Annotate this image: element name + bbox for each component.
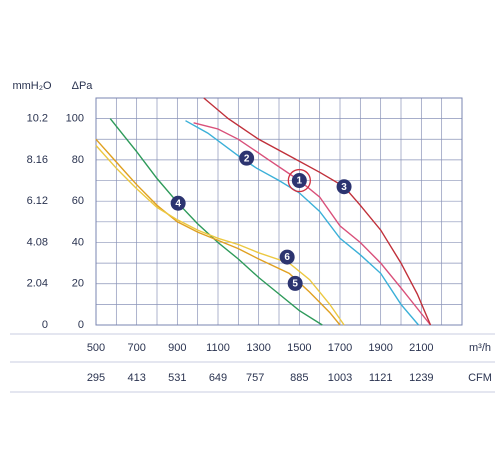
x-tick-label: 1100	[206, 342, 230, 354]
y2-tick-label: 10.2	[27, 113, 48, 125]
x2-axis-label: CFM	[468, 372, 492, 384]
y-tick-label: 20	[72, 278, 84, 290]
x2-tick-label: 1003	[328, 372, 352, 384]
curve	[203, 97, 432, 326]
y2-axis-label: mmH₂O	[12, 80, 52, 92]
x2-tick-label: 1239	[409, 372, 433, 384]
x-tick-label: 500	[87, 342, 105, 354]
x2-tick-label: 413	[127, 372, 145, 384]
curve-marker	[291, 173, 307, 189]
x2-tick-label: 757	[246, 372, 264, 384]
curve	[109, 118, 323, 326]
plot-frame	[95, 97, 463, 326]
x-tick-label: 700	[127, 342, 145, 354]
curve	[95, 138, 341, 326]
curve-marker	[336, 179, 352, 195]
y-tick-label: 80	[72, 154, 84, 166]
x-tick-label: 1300	[246, 342, 270, 354]
x2-tick-label: 1121	[369, 372, 393, 384]
x-tick-label: 1500	[287, 342, 311, 354]
x-tick-label: 900	[168, 342, 186, 354]
curve-label: 1	[297, 176, 303, 187]
curve-marker	[287, 275, 303, 291]
x-tick-label: 1900	[368, 342, 392, 354]
y2-tick-label: 6.12	[27, 195, 48, 207]
curve	[193, 122, 432, 326]
curve-marker	[279, 249, 295, 265]
x2-tick-label: 531	[168, 372, 186, 384]
curve	[95, 145, 345, 326]
curve-label: 4	[175, 198, 181, 209]
curve-label: 6	[284, 252, 290, 263]
y2-tick-label: 8.16	[27, 154, 48, 166]
y-axis-label: ΔPa	[72, 80, 94, 92]
y-tick-label: 60	[72, 195, 84, 207]
x2-tick-label: 649	[209, 372, 227, 384]
curve	[185, 120, 420, 326]
y2-tick-label: 2.04	[27, 278, 48, 290]
y-tick-label: 0	[78, 319, 84, 331]
y2-tick-label: 4.08	[27, 236, 48, 248]
x2-tick-label: 295	[87, 372, 105, 384]
curve-label: 3	[341, 182, 347, 193]
y-tick-label: 40	[72, 236, 84, 248]
curve-label: 5	[292, 279, 298, 290]
highlight-ring	[287, 168, 311, 193]
curve-label: 2	[244, 153, 250, 164]
curve-marker	[170, 195, 186, 211]
y-tick-label: 100	[66, 113, 84, 125]
y2-tick-label: 0	[42, 319, 48, 331]
x-tick-label: 2100	[409, 342, 433, 354]
x2-tick-label: 885	[290, 372, 308, 384]
x-axis-label: m³/h	[469, 342, 491, 354]
curve-marker	[239, 150, 255, 166]
x-tick-label: 1700	[328, 342, 352, 354]
